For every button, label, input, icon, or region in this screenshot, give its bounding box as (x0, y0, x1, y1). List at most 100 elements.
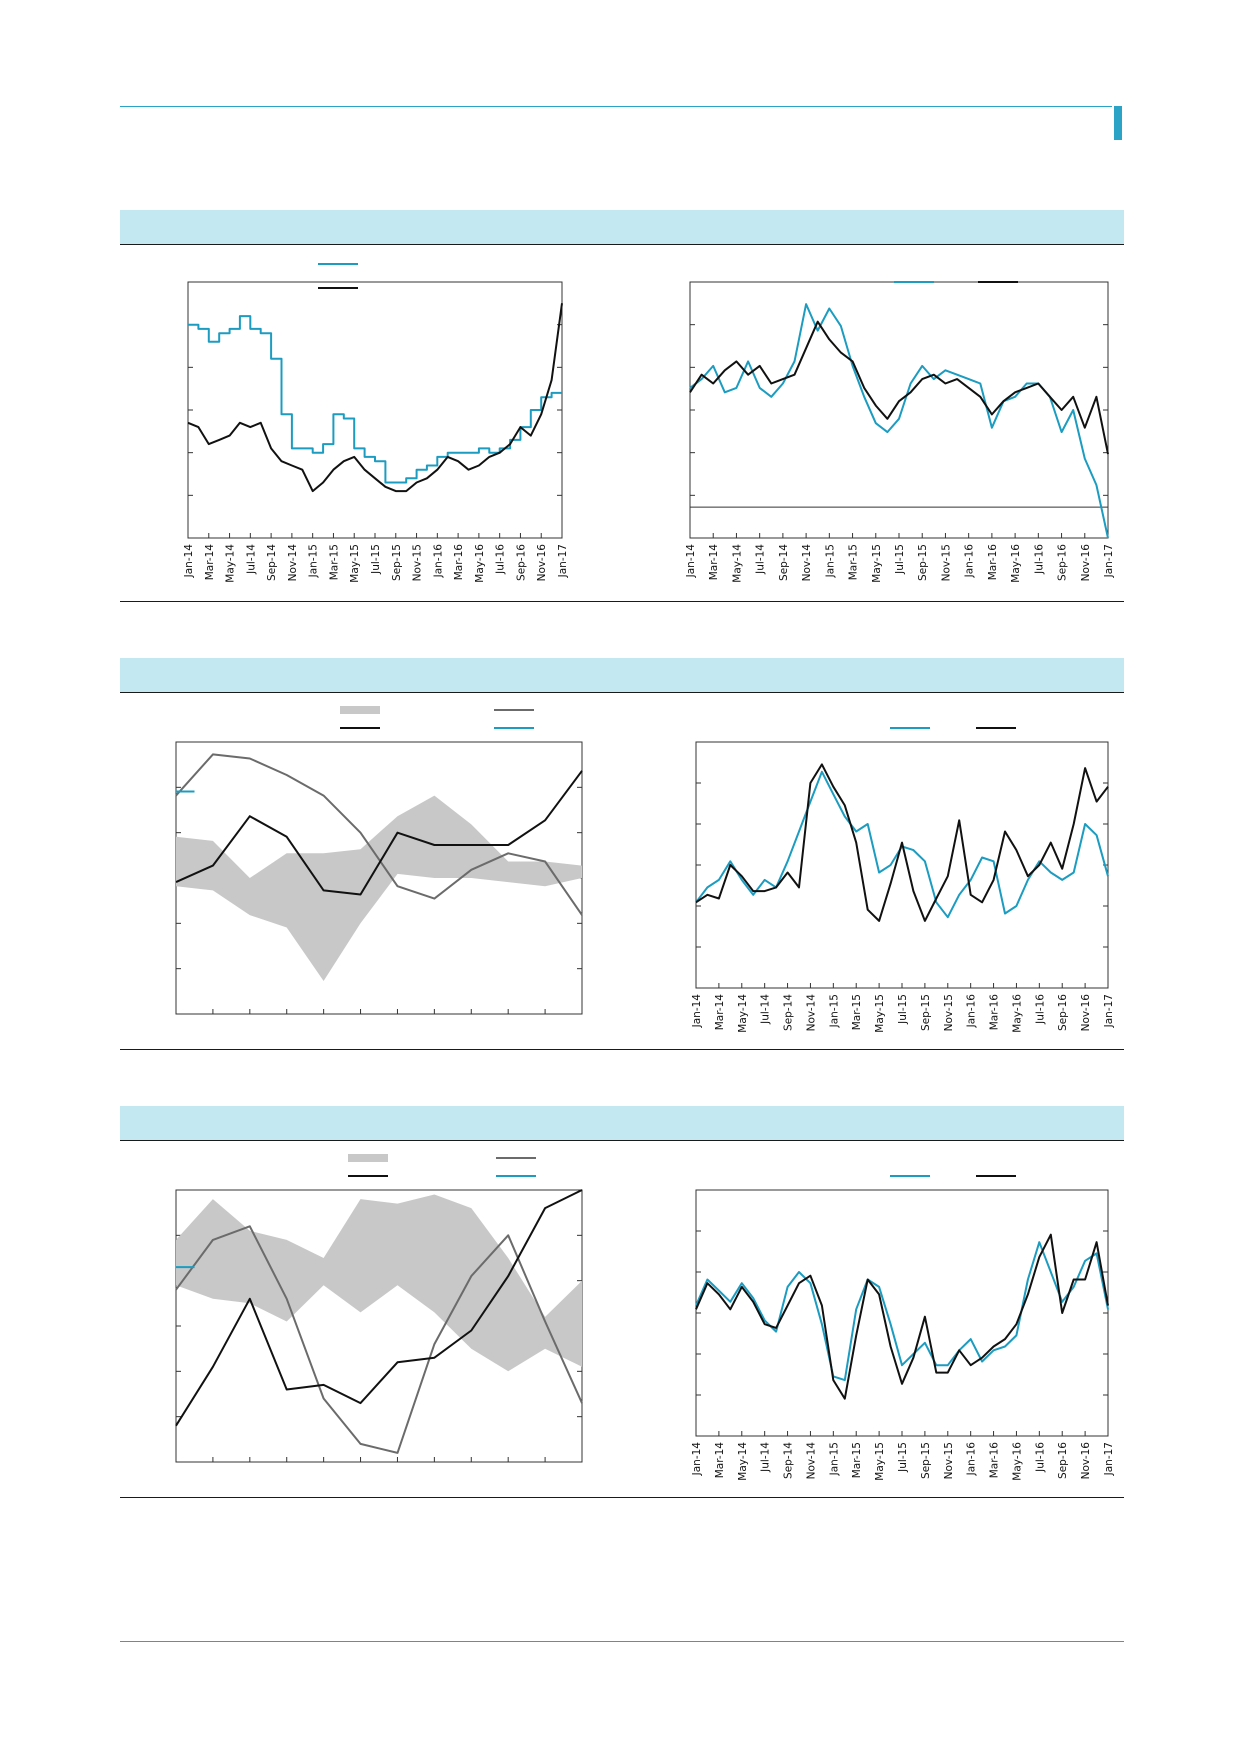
x-tick-label: Jan-16 (966, 994, 978, 1029)
x-tick-label: Jan-16 (964, 544, 976, 579)
x-tick-label: Jan-15 (824, 544, 836, 578)
line-chart-left: Jan-14 Mar-14 May-14 Jul-14 Sep-14 Nov-14 Jan-… (183, 263, 569, 583)
x-tick-label: Jan-17 (557, 544, 569, 578)
x-tick-label: Nov-16 (1080, 994, 1092, 1032)
footer-rule (120, 1641, 1124, 1642)
x-tick-label: Mar-16 (989, 1442, 1001, 1479)
x-tick-label: Sep-14 (778, 544, 790, 581)
band-chart-left (175, 706, 583, 1015)
range-band (176, 1194, 582, 1372)
x-tick-label: Mar-15 (851, 994, 863, 1030)
x-tick-label: Nov-14 (801, 544, 813, 582)
x-tick-label: Mar-15 (328, 544, 340, 580)
figure-title-band (120, 658, 1124, 692)
x-tick-label: May-15 (349, 544, 361, 583)
x-tick-label: Jan-16 (966, 1442, 978, 1477)
x-tick-label: Jan-15 (828, 1442, 840, 1476)
x-tick-label: Nov-16 (1080, 544, 1092, 582)
figure-section-2: Jan-14 Mar-14 May-14 Jul-14 Sep-14 Nov-14 Jan-… (120, 658, 1124, 1050)
series-line-black (187, 303, 563, 493)
x-tick-label: Nov-14 (805, 994, 817, 1032)
x-tick-label: Nov-15 (943, 1442, 955, 1479)
series-line-gray_line (175, 753, 583, 916)
x-tick-label: Jan-16 (432, 544, 444, 579)
x-tick-label: Jan-17 (1103, 1442, 1115, 1476)
x-tick-label: Nov-16 (536, 544, 548, 582)
series-line-teal (695, 1241, 1109, 1382)
x-tick-label: Jul-14 (755, 544, 767, 575)
header-accent-block (1114, 106, 1122, 140)
x-tick-label: May-14 (225, 544, 237, 583)
x-tick-label: Jan-15 (308, 544, 320, 578)
x-tick-label: Jul-14 (760, 994, 772, 1025)
x-tick-label: Sep-16 (515, 544, 527, 581)
x-tick-label: Jul-15 (897, 1442, 909, 1473)
series-line-teal (188, 315, 562, 484)
series-line-black (175, 770, 583, 896)
x-tick-label: Nov-15 (940, 544, 952, 581)
legend-swatch-band (348, 1154, 388, 1162)
x-tick-label: Jan-14 (691, 994, 703, 1029)
x-tick-label: Mar-15 (848, 544, 860, 580)
x-tick-label: Sep-16 (1057, 1442, 1069, 1479)
x-tick-label: Sep-15 (920, 994, 932, 1031)
x-tick-label: Sep-14 (266, 544, 278, 581)
x-tick-label: May-14 (737, 994, 749, 1033)
figure-section-3: Jan-14 Mar-14 May-14 Jul-14 Sep-14 Nov-14 Jan-… (120, 1106, 1124, 1498)
x-tick-label: Jul-16 (1033, 544, 1045, 575)
x-tick-label: Mar-14 (708, 544, 720, 581)
x-tick-label: Sep-14 (783, 994, 795, 1031)
band-underline (120, 1140, 1124, 1141)
x-tick-label: Jan-14 (183, 544, 195, 579)
band-chart-left (175, 1154, 583, 1463)
x-tick-label: Jan-15 (828, 994, 840, 1028)
line-chart-right: Jan-14 Mar-14 May-14 Jul-14 Sep-14 Nov-14 Jan-… (685, 281, 1115, 583)
x-tick-label: May-16 (1011, 994, 1023, 1033)
x-tick-label: May-15 (874, 994, 886, 1033)
x-tick-label: Jul-14 (245, 544, 257, 575)
x-tick-label: May-16 (1011, 1442, 1023, 1481)
section-bottom-rule (120, 1049, 1124, 1050)
x-tick-label: Jan-17 (1103, 544, 1115, 578)
x-tick-label: Mar-14 (714, 994, 726, 1031)
band-underline (120, 692, 1124, 693)
figure-title-band (120, 210, 1124, 244)
x-tick-label: Sep-14 (783, 1442, 795, 1479)
line-chart-right: Jan-14 Mar-14 May-14 Jul-14 Sep-14 Nov-14 Jan-… (691, 1175, 1115, 1481)
x-tick-label: Mar-14 (204, 544, 216, 581)
line-chart-right: Jan-14 Mar-14 May-14 Jul-14 Sep-14 Nov-14 Jan-… (691, 727, 1115, 1033)
x-tick-label: Jul-15 (370, 544, 382, 575)
x-tick-label: Mar-16 (989, 994, 1001, 1031)
series-line-teal (689, 303, 1109, 539)
x-tick-label: May-16 (1010, 544, 1022, 583)
x-tick-label: May-14 (731, 544, 743, 583)
series-line-black (695, 763, 1109, 922)
legend-swatch-band (340, 706, 380, 714)
x-tick-label: Sep-16 (1057, 994, 1069, 1031)
x-tick-label: Jul-15 (894, 544, 906, 575)
series-line-black (175, 1189, 583, 1427)
series-line-black (695, 1233, 1109, 1400)
plot-frame (695, 741, 1109, 989)
x-tick-label: Nov-15 (412, 544, 424, 581)
x-tick-label: May-14 (737, 1442, 749, 1481)
plot-frame (187, 281, 563, 539)
x-tick-label: Nov-16 (1080, 1442, 1092, 1480)
header-rule (120, 106, 1112, 107)
section-bottom-rule (120, 1497, 1124, 1498)
x-tick-label: May-15 (871, 544, 883, 583)
x-tick-label: Jul-15 (897, 994, 909, 1025)
x-tick-label: Mar-16 (453, 544, 465, 581)
x-tick-label: Sep-15 (391, 544, 403, 581)
x-tick-label: Mar-16 (987, 544, 999, 581)
series-line-gray_line (175, 1225, 583, 1454)
x-tick-label: Sep-16 (1057, 544, 1069, 581)
figure-section-1: Jan-14 Mar-14 May-14 Jul-14 Sep-14 Nov-14 Jan-… (120, 210, 1124, 602)
band-underline (120, 244, 1124, 245)
x-tick-label: Mar-15 (851, 1442, 863, 1478)
x-tick-label: Sep-15 (920, 1442, 932, 1479)
x-tick-label: Jul-16 (495, 544, 507, 575)
x-tick-label: May-16 (474, 544, 486, 583)
x-tick-label: Jan-14 (685, 544, 697, 579)
x-tick-label: Jul-16 (1034, 994, 1046, 1025)
